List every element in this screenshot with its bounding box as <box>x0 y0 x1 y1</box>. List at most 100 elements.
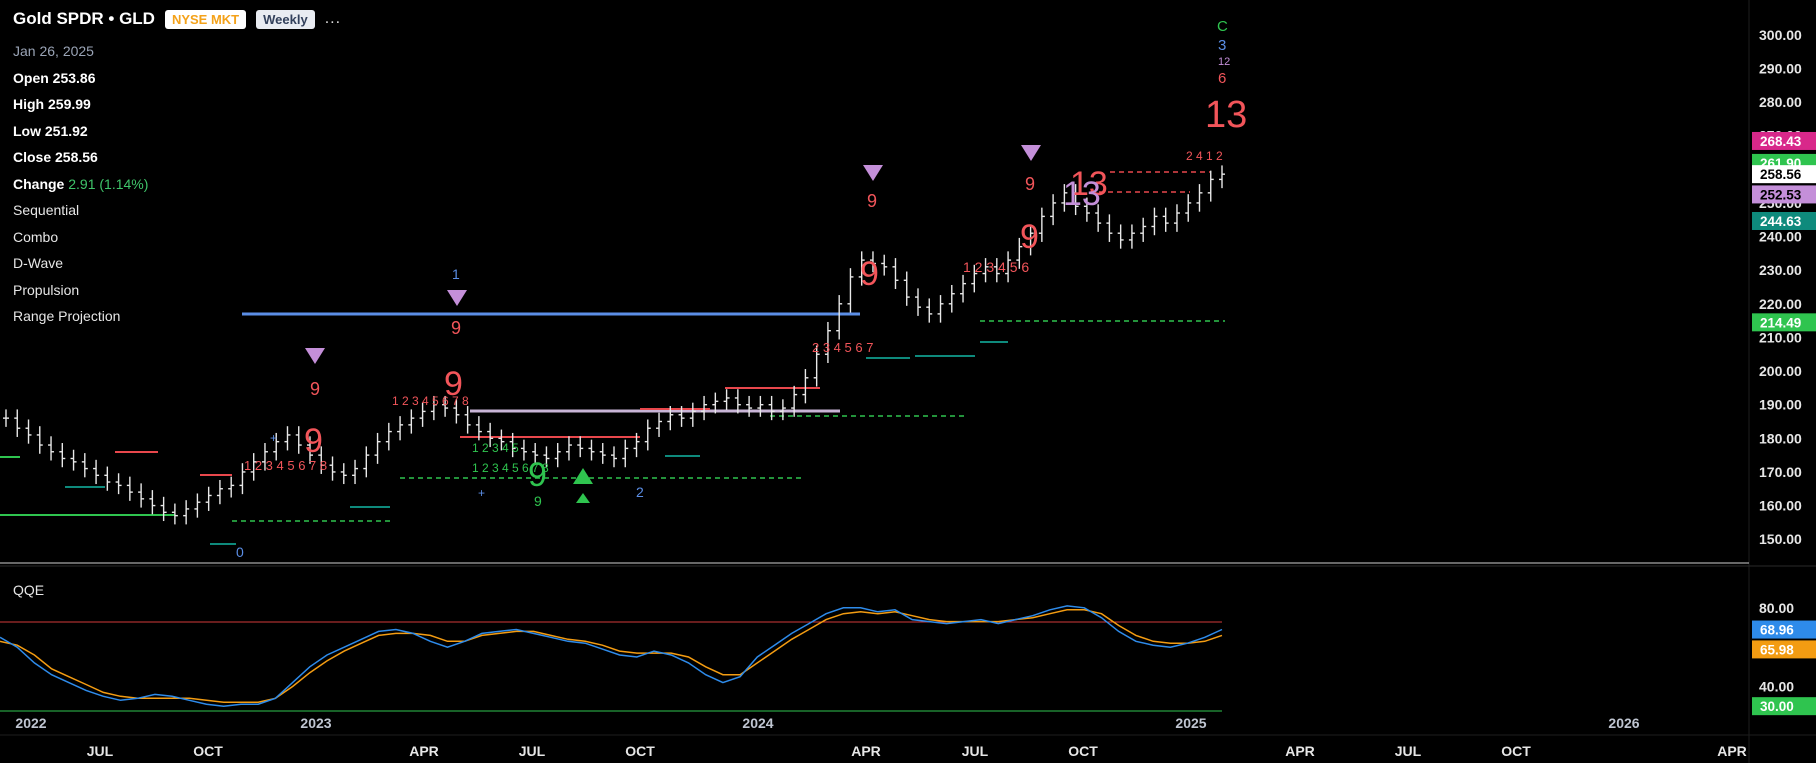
price-bar <box>419 402 426 427</box>
price-tick-label: 300.00 <box>1759 27 1802 43</box>
price-bar <box>498 429 505 451</box>
indicator-sequential[interactable]: Sequential <box>13 202 80 218</box>
price-bar <box>284 426 291 451</box>
price-bar <box>329 456 336 481</box>
price-tick-label: 190.00 <box>1759 397 1802 413</box>
time-month-label: APR <box>1285 743 1315 759</box>
setup-count-3: 2 3 4 5 6 7 <box>812 340 873 355</box>
price-bar <box>171 503 178 525</box>
time-month-label: APR <box>409 743 439 759</box>
time-axis[interactable]: 2022 JUL OCT 2023 APR JUL OCT 2024 APR JUL OCT 2025… <box>15 715 1746 759</box>
price-bar <box>25 419 32 444</box>
price-bar <box>126 476 133 501</box>
price-tick-label: 240.00 <box>1759 229 1802 245</box>
setup-9-label-3: 9 <box>867 191 877 211</box>
price-bar <box>216 480 223 505</box>
buy-triangle-small <box>576 493 590 503</box>
price-bar <box>982 258 989 283</box>
price-bar <box>453 399 460 424</box>
qqe-pane-title[interactable]: QQE <box>13 582 45 598</box>
study-levels <box>0 171 1225 545</box>
price-bar <box>993 258 1000 283</box>
qqe-lines <box>0 605 1223 707</box>
price-bar <box>1117 224 1124 249</box>
price-bar <box>554 443 561 468</box>
combo-c: C <box>1217 18 1228 35</box>
price-bar <box>1027 224 1034 256</box>
price-bar <box>926 298 933 323</box>
price-axis[interactable]: 150.00 160.00 170.00 180.00 190.00 200.00 210.… <box>1759 27 1802 547</box>
qqe-tag: 65.98 <box>1752 640 1816 659</box>
price-bar <box>318 446 325 474</box>
time-year-label: 2026 <box>1608 715 1639 731</box>
price-bar <box>915 288 921 316</box>
interval-badge[interactable]: Weekly <box>256 9 315 29</box>
price-bar <box>1050 194 1057 226</box>
price-bar <box>59 443 66 468</box>
price-bar <box>442 395 449 417</box>
price-tag-bg <box>1752 185 1816 204</box>
price-bar <box>93 459 100 485</box>
price-bar <box>791 385 798 417</box>
chart-header: Gold SPDR • GLD NYSE MKT Weekly ... <box>13 9 341 29</box>
price-bar <box>1072 184 1079 216</box>
qqe-tag-label: 65.98 <box>1760 642 1794 657</box>
combo-6: 6 <box>1218 70 1226 87</box>
price-bar <box>104 466 111 491</box>
setup-count-4: 1 2 3 4 5 6 <box>963 259 1029 275</box>
price-bar <box>937 295 944 323</box>
price-bar <box>397 416 404 441</box>
price-bar <box>1196 184 1203 212</box>
price-bar <box>543 446 550 468</box>
price-bar <box>273 432 280 461</box>
price-bar <box>307 436 313 464</box>
more-options-icon[interactable]: ... <box>324 10 342 27</box>
price-bar <box>464 406 471 434</box>
setup-9-big-4: 9 <box>1020 218 1039 256</box>
price-bar <box>565 436 572 461</box>
close-label: Close <box>13 149 52 165</box>
setup-9-big-2: 9 <box>444 365 463 403</box>
price-tick-label: 170.00 <box>1759 464 1802 480</box>
qqe-tick-label: 40.00 <box>1759 679 1794 695</box>
price-bar <box>239 463 246 495</box>
qqe-slow-line <box>0 609 1223 703</box>
price-bar <box>1038 207 1045 242</box>
price-tag-label: 244.63 <box>1760 214 1802 229</box>
countdown-13-3: 13 <box>1205 94 1247 136</box>
price-bar <box>667 406 674 431</box>
price-bar <box>712 392 719 414</box>
buy-setup-9-small: 9 <box>534 493 542 509</box>
price-bar <box>1083 197 1090 222</box>
price-tick-label: 290.00 <box>1759 60 1802 76</box>
price-tag: 252.53 <box>1752 185 1816 204</box>
symbol-title[interactable]: Gold SPDR • GLD <box>13 9 155 28</box>
price-bar <box>115 473 122 495</box>
price-bar <box>430 395 437 421</box>
ohlc-legend: Jan 26, 2025 Open 253.86 High 259.99 Low… <box>13 38 148 330</box>
price-tag-bg <box>1752 211 1816 230</box>
price-bar <box>520 439 527 461</box>
price-bar <box>48 436 55 461</box>
price-bar <box>1095 204 1102 232</box>
sell-setup-triangle-2 <box>447 290 467 306</box>
setup-count-5: 2 4 1 2 <box>1186 149 1223 163</box>
price-bar <box>1151 207 1158 236</box>
price-bar <box>205 486 212 511</box>
indicator-propulsion[interactable]: Propulsion <box>13 281 80 298</box>
open-value: 253.86 <box>52 69 96 86</box>
price-bar <box>892 258 899 290</box>
price-bars <box>3 165 1225 525</box>
indicator-dwave[interactable]: D-Wave <box>13 255 64 271</box>
price-bar <box>183 500 190 525</box>
setup-9-label-4: 9 <box>1025 174 1035 194</box>
low-label: Low <box>13 122 41 139</box>
price-tick-label: 210.00 <box>1759 329 1802 345</box>
indicator-combo[interactable]: Combo <box>13 228 59 245</box>
price-bar <box>599 443 606 464</box>
qqe-tag-label: 68.96 <box>1760 623 1794 638</box>
indicator-range-projection[interactable]: Range Projection <box>13 308 121 324</box>
price-bar <box>644 419 651 451</box>
